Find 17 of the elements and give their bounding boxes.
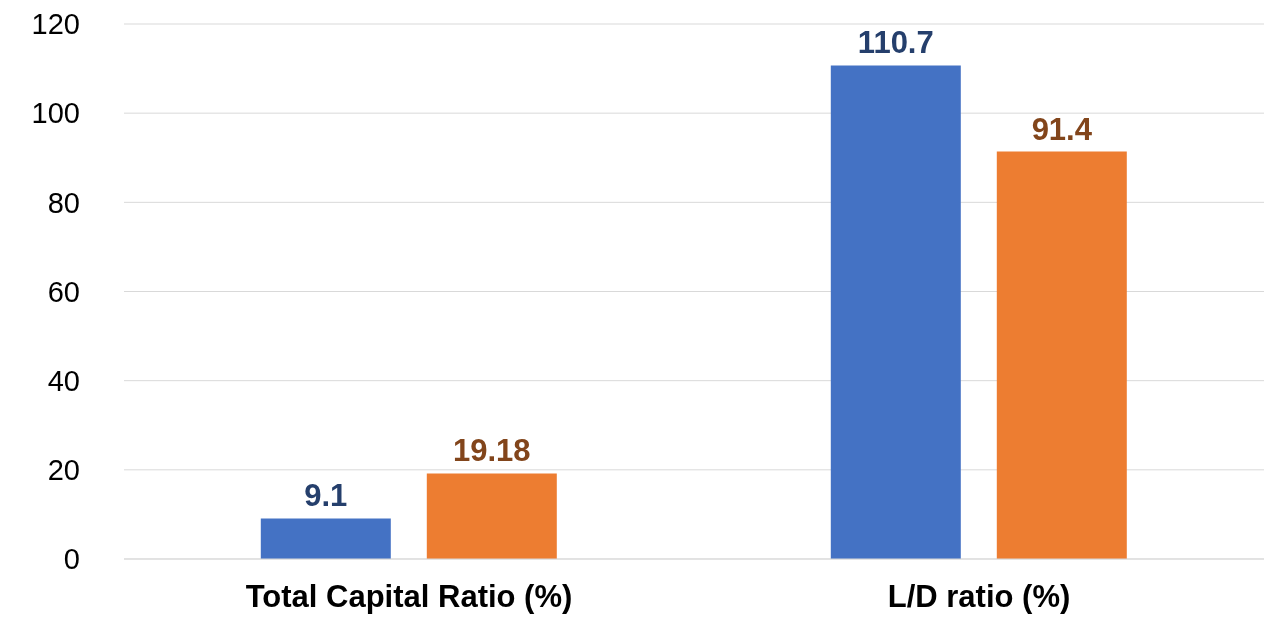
y-tick-label: 20 [47,454,80,487]
bar [830,65,961,559]
y-tick-label: 60 [47,275,80,308]
y-tick-label: 0 [63,543,80,576]
y-tick-label: 100 [31,97,80,130]
data-label: 9.1 [304,478,348,514]
data-label: 91.4 [1031,111,1093,147]
bar [260,518,391,559]
y-tick-label: 80 [47,186,80,219]
y-tick-label: 40 [47,364,80,397]
bar [996,151,1127,559]
x-tick-label: Total Capital Ratio (%) [245,579,573,615]
data-label: 110.7 [857,25,934,61]
x-tick-label: L/D ratio (%) [887,579,1071,615]
bar [426,473,557,559]
data-label: 19.18 [453,433,531,469]
y-tick-label: 120 [31,8,80,41]
